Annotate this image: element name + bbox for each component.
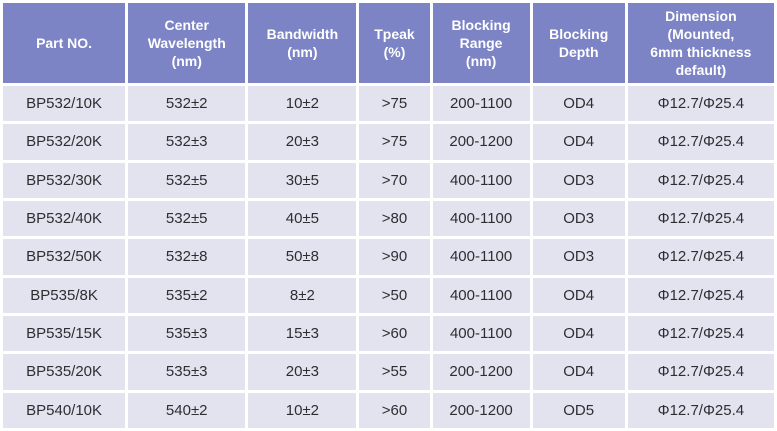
cell-tpeak: >80 bbox=[359, 200, 430, 237]
cell-tpeak: >75 bbox=[359, 124, 430, 160]
table-row: BP532/40K 532±5 40±5 >80 400-1100 OD3 Φ12.7/Φ2… bbox=[3, 200, 774, 237]
table-row: BP535/20K 535±3 20±3 >55 200-1200 OD4 Φ12.7/Φ2… bbox=[3, 354, 774, 390]
cell-bandwidth: 8±2 bbox=[248, 277, 357, 313]
cell-dimension: Φ12.7/Φ25.4 bbox=[627, 354, 774, 390]
cell-blocking_range: 200-1200 bbox=[432, 354, 530, 390]
cell-part_no: BP535/15K bbox=[3, 315, 126, 352]
cell-center_wavelength: 532±2 bbox=[128, 86, 246, 122]
cell-bandwidth: 10±2 bbox=[248, 392, 357, 428]
cell-part_no: BP540/10K bbox=[3, 392, 126, 428]
cell-center_wavelength: 535±2 bbox=[128, 277, 246, 313]
cell-dimension: Φ12.7/Φ25.4 bbox=[627, 277, 774, 313]
cell-center_wavelength: 532±8 bbox=[128, 239, 246, 275]
cell-blocking_depth: OD3 bbox=[532, 162, 625, 198]
cell-bandwidth: 10±2 bbox=[248, 86, 357, 122]
column-header-dimension: Dimension (Mounted, 6mm thickness defaul… bbox=[627, 3, 774, 83]
cell-blocking_depth: OD3 bbox=[532, 239, 625, 275]
column-header-blocking_depth: Blocking Depth bbox=[532, 3, 625, 83]
table-row: BP532/50K 532±8 50±8 >90 400-1100 OD3 Φ12.7/Φ2… bbox=[3, 239, 774, 275]
cell-blocking_depth: OD4 bbox=[532, 354, 625, 390]
table-row: BP535/15K 535±3 15±3 >60 400-1100 OD4 Φ12.7/Φ2… bbox=[3, 315, 774, 352]
cell-blocking_depth: OD5 bbox=[532, 392, 625, 428]
cell-tpeak: >75 bbox=[359, 86, 430, 122]
cell-part_no: BP532/30K bbox=[3, 162, 126, 198]
cell-center_wavelength: 532±5 bbox=[128, 162, 246, 198]
cell-tpeak: >70 bbox=[359, 162, 430, 198]
table-row: BP535/8K 535±2 8±2 >50 400-1100 OD4 Φ12.7/Φ25.… bbox=[3, 277, 774, 313]
cell-center_wavelength: 540±2 bbox=[128, 392, 246, 428]
cell-blocking_range: 400-1100 bbox=[432, 162, 530, 198]
cell-dimension: Φ12.7/Φ25.4 bbox=[627, 200, 774, 237]
column-header-part_no: Part NO. bbox=[3, 3, 126, 83]
cell-tpeak: >55 bbox=[359, 354, 430, 390]
table-row: BP532/30K 532±5 30±5 >70 400-1100 OD3 Φ12.7/Φ2… bbox=[3, 162, 774, 198]
cell-part_no: BP532/40K bbox=[3, 200, 126, 237]
column-header-tpeak: Tpeak (%) bbox=[359, 3, 430, 83]
column-header-bandwidth: Bandwidth (nm) bbox=[248, 3, 357, 83]
cell-dimension: Φ12.7/Φ25.4 bbox=[627, 239, 774, 275]
cell-part_no: BP532/10K bbox=[3, 86, 126, 122]
cell-blocking_depth: OD4 bbox=[532, 315, 625, 352]
table-row: BP540/10K 540±2 10±2 >60 200-1200 OD5 Φ12.7/Φ2… bbox=[3, 392, 774, 428]
cell-bandwidth: 15±3 bbox=[248, 315, 357, 352]
cell-dimension: Φ12.7/Φ25.4 bbox=[627, 86, 774, 122]
cell-part_no: BP532/20K bbox=[3, 124, 126, 160]
cell-blocking_range: 400-1100 bbox=[432, 315, 530, 352]
cell-bandwidth: 40±5 bbox=[248, 200, 357, 237]
cell-dimension: Φ12.7/Φ25.4 bbox=[627, 162, 774, 198]
table-row: BP532/10K 532±2 10±2 >75 200-1100 OD4 Φ12.7/Φ2… bbox=[3, 86, 774, 122]
cell-center_wavelength: 535±3 bbox=[128, 354, 246, 390]
cell-tpeak: >60 bbox=[359, 315, 430, 352]
cell-blocking_range: 200-1200 bbox=[432, 392, 530, 428]
cell-part_no: BP532/50K bbox=[3, 239, 126, 275]
cell-bandwidth: 50±8 bbox=[248, 239, 357, 275]
cell-blocking_depth: OD4 bbox=[532, 124, 625, 160]
column-header-blocking_range: Blocking Range (nm) bbox=[432, 3, 530, 83]
cell-part_no: BP535/20K bbox=[3, 354, 126, 390]
cell-bandwidth: 20±3 bbox=[248, 354, 357, 390]
column-header-center_wavelength: Center Wavelength (nm) bbox=[128, 3, 246, 83]
cell-tpeak: >90 bbox=[359, 239, 430, 275]
cell-dimension: Φ12.7/Φ25.4 bbox=[627, 124, 774, 160]
header-row: Part NO. Center Wavelength (nm) Bandwidth … bbox=[3, 3, 774, 83]
cell-bandwidth: 30±5 bbox=[248, 162, 357, 198]
cell-blocking_range: 200-1200 bbox=[432, 124, 530, 160]
cell-blocking_depth: OD4 bbox=[532, 277, 625, 313]
cell-center_wavelength: 532±5 bbox=[128, 200, 246, 237]
cell-blocking_depth: OD3 bbox=[532, 200, 625, 237]
table-body: BP532/10K 532±2 10±2 >75 200-1100 OD4 Φ12.7/Φ2… bbox=[3, 86, 774, 428]
cell-blocking_range: 400-1100 bbox=[432, 239, 530, 275]
cell-tpeak: >60 bbox=[359, 392, 430, 428]
cell-blocking_depth: OD4 bbox=[532, 86, 625, 122]
cell-blocking_range: 400-1100 bbox=[432, 200, 530, 237]
cell-part_no: BP535/8K bbox=[3, 277, 126, 313]
table-row: BP532/20K 532±3 20±3 >75 200-1200 OD4 Φ12.7/Φ2… bbox=[3, 124, 774, 160]
cell-center_wavelength: 535±3 bbox=[128, 315, 246, 352]
cell-blocking_range: 200-1100 bbox=[432, 86, 530, 122]
cell-tpeak: >50 bbox=[359, 277, 430, 313]
cell-dimension: Φ12.7/Φ25.4 bbox=[627, 315, 774, 352]
cell-bandwidth: 20±3 bbox=[248, 124, 357, 160]
cell-dimension: Φ12.7/Φ25.4 bbox=[627, 392, 774, 428]
cell-blocking_range: 400-1100 bbox=[432, 277, 530, 313]
cell-center_wavelength: 532±3 bbox=[128, 124, 246, 160]
